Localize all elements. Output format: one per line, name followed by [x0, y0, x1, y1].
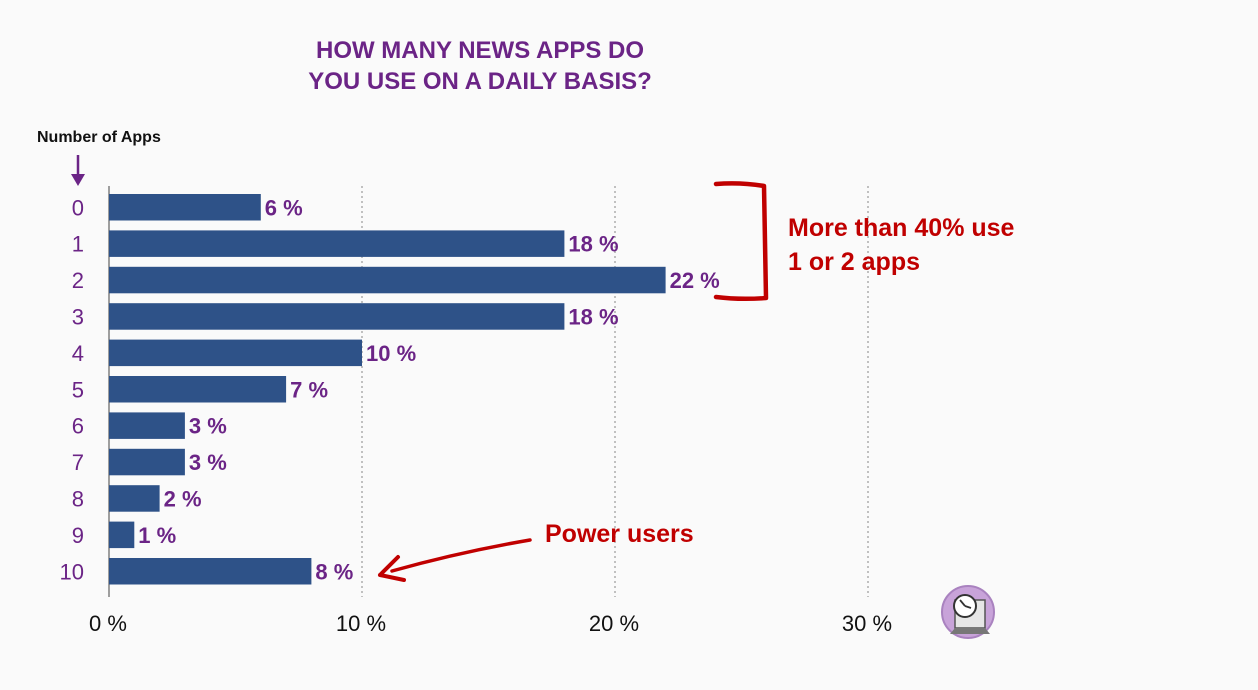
category-label-10: 10: [60, 559, 84, 584]
x-tick-label-0: 0 %: [89, 611, 127, 636]
value-label-9: 1 %: [138, 523, 176, 548]
bar-3: [109, 303, 565, 330]
bar-7: [109, 448, 185, 476]
bracket-annotation: More than 40% use 1 or 2 apps: [713, 181, 1015, 302]
value-label-4: 10 %: [366, 341, 416, 366]
category-label-5: 5: [72, 377, 84, 402]
category-label-9: 9: [72, 523, 84, 548]
category-label-4: 4: [72, 341, 84, 366]
bar-2: [109, 266, 666, 294]
bar-0: [109, 194, 261, 221]
value-label-3: 18 %: [568, 304, 618, 329]
bar-5: [109, 376, 287, 403]
clock-on-monitor-icon: [941, 585, 995, 639]
value-label-7: 3 %: [189, 450, 227, 475]
value-label-8: 2 %: [164, 486, 202, 511]
chart-title-line-1: HOW MANY NEWS APPS DO: [316, 37, 644, 64]
category-label-1: 1: [72, 232, 84, 257]
bar-4: [109, 339, 362, 367]
power-users-text: Power users: [545, 520, 694, 548]
value-label-6: 3 %: [189, 414, 227, 439]
bar-10: [109, 558, 312, 585]
x-tick-label-10: 10 %: [336, 611, 386, 636]
bar-1: [109, 230, 565, 257]
bar-8: [109, 485, 160, 512]
category-label-6: 6: [72, 414, 84, 439]
y-axis-label: Number of Apps: [37, 129, 161, 146]
value-label-0: 6 %: [265, 195, 303, 220]
category-label-7: 7: [72, 450, 84, 475]
bracket-annotation-text-line-1: More than 40% use: [788, 214, 1015, 242]
y-axis-arrow-icon: [71, 155, 85, 186]
value-label-5: 7 %: [290, 377, 328, 402]
power-users-arrow: Power users: [378, 520, 694, 582]
category-label-8: 8: [72, 486, 84, 511]
category-label-0: 0: [72, 195, 84, 220]
bracket-annotation-text-line-2: 1 or 2 apps: [788, 248, 920, 276]
category-label-2: 2: [72, 268, 84, 293]
bar-6: [109, 412, 185, 439]
chart-title-line-2: YOU USE ON A DAILY BASIS?: [308, 68, 652, 95]
value-label-1: 18 %: [568, 232, 618, 257]
x-tick-label-20: 20 %: [589, 611, 639, 636]
bar-9: [109, 521, 135, 549]
category-label-3: 3: [72, 304, 84, 329]
value-label-2: 22 %: [670, 268, 720, 293]
x-tick-label-30: 30 %: [842, 611, 892, 636]
value-label-10: 8 %: [315, 559, 353, 584]
